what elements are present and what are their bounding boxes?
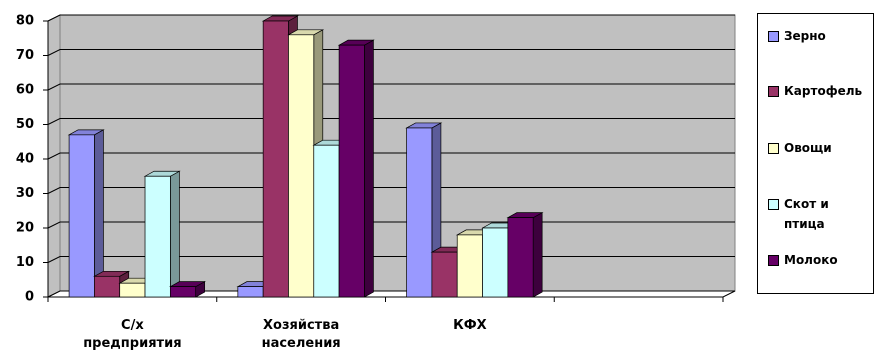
bar-front <box>338 44 365 298</box>
grid-line <box>47 14 735 22</box>
legend-label: Картофель <box>784 84 863 98</box>
legend-swatch <box>768 31 779 42</box>
legend-swatch <box>768 255 779 266</box>
legend-entry: Молоко <box>768 250 838 270</box>
bar-front <box>169 286 197 298</box>
grid-line <box>47 152 735 160</box>
bar-front <box>237 286 264 298</box>
legend-entry: Картофель <box>768 81 862 101</box>
x-tick-label: С/х предприятия <box>83 318 182 351</box>
y-tick-label: 20 <box>16 221 34 236</box>
legend-entry: Зерно <box>768 26 826 46</box>
legend-label: Молоко <box>784 253 838 267</box>
grid-line <box>47 49 735 56</box>
legend-swatch <box>768 86 779 97</box>
x-tick-label: Хозяйства населения <box>261 318 341 351</box>
bar-front <box>94 275 121 298</box>
grid-line <box>47 118 735 125</box>
bar-front <box>119 282 146 298</box>
y-tick-label: 50 <box>16 117 34 132</box>
bar-front <box>144 175 171 298</box>
bar-front <box>507 217 534 298</box>
y-tick-label: 40 <box>16 152 34 167</box>
legend: Зерно Картофель Овощи Скот и птица Молоко <box>757 13 874 294</box>
grid-line <box>47 83 735 91</box>
grid-line <box>47 187 735 194</box>
bar <box>287 29 325 298</box>
legend-entry: Овощи <box>768 138 832 158</box>
bar <box>506 212 544 298</box>
legend-swatch <box>768 199 779 210</box>
bar-side <box>364 39 374 298</box>
legend-label: Зерно <box>784 29 826 43</box>
bar-front <box>406 127 433 298</box>
bar-front <box>456 234 483 298</box>
bar-front <box>288 34 315 298</box>
legend-label: Скот и птица <box>784 197 829 231</box>
bar-front <box>482 227 509 298</box>
y-tick-label: 80 <box>16 14 34 29</box>
legend-label: Овощи <box>784 141 832 155</box>
x-tick-label: КФХ <box>453 318 487 333</box>
bar <box>337 39 375 298</box>
y-tick-label: 60 <box>16 83 34 98</box>
y-tick-label: 30 <box>16 186 34 201</box>
bar-side <box>532 212 543 298</box>
bar-front <box>431 251 458 298</box>
bar-front <box>262 20 289 298</box>
bar <box>143 170 181 298</box>
legend-entry: Скот и птица <box>768 194 866 234</box>
y-tick-label: 10 <box>16 255 34 270</box>
bar <box>93 270 131 298</box>
legend-swatch <box>768 143 779 154</box>
bar-front <box>68 134 95 298</box>
bar-side <box>169 170 180 298</box>
y-tick-label: 70 <box>16 48 34 63</box>
bar <box>67 129 105 298</box>
bar-front <box>313 144 340 298</box>
bar <box>168 281 207 298</box>
y-tick-label: 0 <box>25 290 34 305</box>
